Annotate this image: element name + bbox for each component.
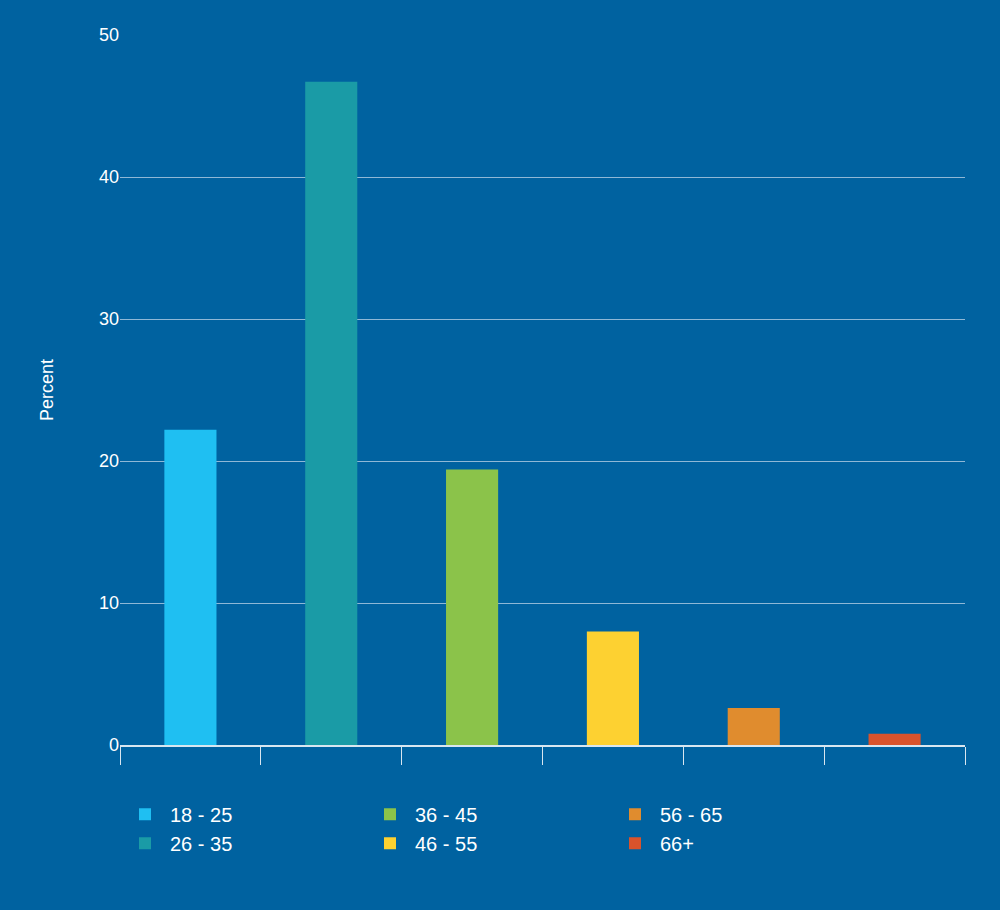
svg-text:26 - 35: 26 - 35: [170, 833, 232, 855]
svg-text:46 - 55: 46 - 55: [415, 833, 477, 855]
svg-text:20: 20: [99, 451, 119, 471]
svg-text:50: 50: [99, 25, 119, 45]
svg-text:66+: 66+: [660, 833, 694, 855]
svg-text:30: 30: [99, 309, 119, 329]
svg-text:36 - 45: 36 - 45: [415, 804, 477, 826]
svg-text:18 - 25: 18 - 25: [170, 804, 232, 826]
svg-text:Percent: Percent: [37, 359, 57, 421]
svg-text:56 - 65: 56 - 65: [660, 804, 722, 826]
svg-text:10: 10: [99, 593, 119, 613]
svg-text:40: 40: [99, 167, 119, 187]
svg-text:0: 0: [109, 735, 119, 755]
